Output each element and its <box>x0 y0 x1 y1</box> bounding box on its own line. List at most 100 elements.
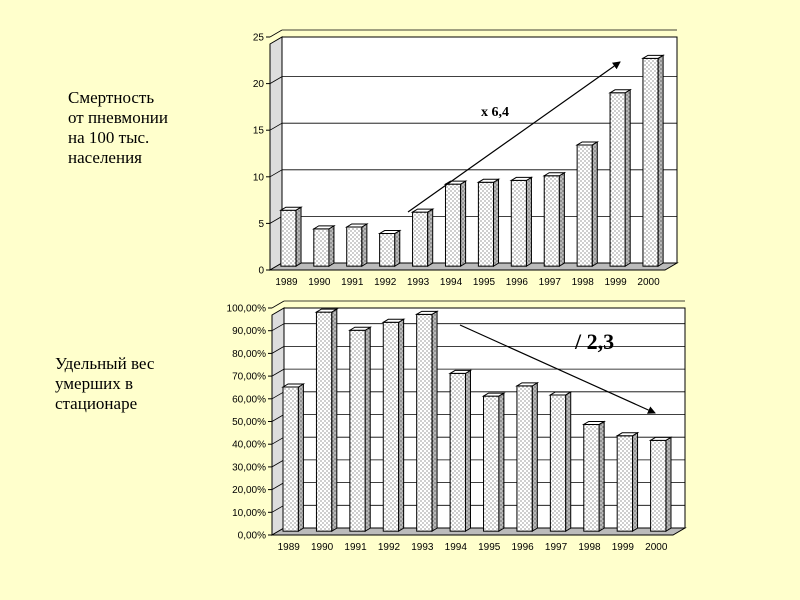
c2-bar-front <box>449 372 466 532</box>
c1-xtick-label: 1998 <box>572 277 595 288</box>
c2-ytick-label: 70,00% <box>232 372 266 383</box>
c1-bar-side <box>624 88 631 268</box>
c1-xtick-label: 1989 <box>275 277 298 288</box>
c1-bar-front <box>543 175 560 267</box>
chart2-description-label: Удельный вес умерших в стационаре <box>55 354 155 413</box>
c2-bar-side <box>464 369 471 533</box>
c2-ytick-label: 0,00% <box>238 531 266 542</box>
c1-xtick-label: 1990 <box>308 277 331 288</box>
c2-bar-1996 <box>515 381 540 533</box>
c2-xtick-label: 1992 <box>378 542 401 553</box>
c1-bar-top <box>311 225 336 230</box>
c1-bar-front <box>346 226 363 267</box>
c2-bar-1989 <box>281 383 306 533</box>
c2-xtick-label: 1995 <box>478 542 501 553</box>
c2-bar-front <box>282 386 299 532</box>
c2-side-wall <box>271 307 285 536</box>
mortality-bar-chart: 0 5 10 15 20 25 1989 1990 1991 1992 1993 1994 1995 19… <box>253 29 679 288</box>
c2-bar-top <box>448 369 473 374</box>
c1-bar-top <box>279 206 303 211</box>
c2-xtick-label: 1997 <box>545 542 568 553</box>
c2-ytick-label: 50,00% <box>232 417 266 428</box>
c1-trend-annotation: x 6,4 <box>481 105 509 120</box>
c2-bar-top <box>281 383 306 388</box>
c1-bar-side <box>295 206 302 268</box>
c2-bar-front <box>349 329 366 532</box>
c1-bar-front <box>280 209 297 267</box>
c2-xtick-label: 1989 <box>278 542 301 553</box>
c1-bar-1999 <box>608 88 633 268</box>
c2-bar-front <box>315 311 333 532</box>
c2-bar-front <box>516 385 533 532</box>
c1-bar-front <box>477 181 495 267</box>
c1-bar-side <box>558 171 565 268</box>
c2-bar-side <box>431 310 438 533</box>
c2-gridline-side <box>271 414 285 422</box>
c2-bar-side <box>598 420 605 533</box>
c1-xtick-label: 1995 <box>473 277 496 288</box>
c2-bar-1990 <box>314 308 339 533</box>
c2-bar-1995 <box>481 392 506 533</box>
c2-bar-1992 <box>381 318 406 533</box>
c1-xtick-label: 2000 <box>637 277 660 288</box>
c2-bar-side <box>632 431 639 533</box>
c1-side-wall <box>269 36 283 271</box>
c2-bar-front <box>416 313 433 532</box>
c1-bar-side <box>328 224 335 268</box>
c1-bar-1990 <box>311 224 336 268</box>
c2-gridline-side <box>271 368 285 377</box>
c1-bar-side <box>361 223 368 268</box>
c2-trend-arrow <box>459 324 656 414</box>
c1-ytick-label: 0 <box>258 266 264 277</box>
c1-bar-side <box>591 141 598 268</box>
c1-bar-front <box>609 92 626 267</box>
c2-bar-top <box>481 392 506 397</box>
c2-bar-top <box>648 436 673 441</box>
c2-bar-front <box>483 395 500 532</box>
c2-bar-top <box>515 382 540 387</box>
c2-bar-top <box>581 420 606 425</box>
c1-xtick-label: 1997 <box>539 277 562 288</box>
c2-bar-top <box>414 310 439 315</box>
c2-bar-side <box>297 383 304 533</box>
c1-bar-top <box>509 176 534 181</box>
c2-ytick-label: 10,00% <box>232 508 266 519</box>
c2-gridline-side <box>271 346 285 354</box>
c2-bar-top <box>348 326 373 331</box>
c2-xtick-label: 1993 <box>411 542 434 553</box>
c2-bar-1991 <box>348 326 373 533</box>
c1-ytick-label: 10 <box>253 172 265 183</box>
c2-xtick-label: 1998 <box>578 542 601 553</box>
c2-bar-side <box>531 381 538 533</box>
c1-bar-side <box>394 229 401 268</box>
c2-gridline-side <box>271 323 285 332</box>
c2-bar-1998 <box>581 420 606 533</box>
c2-xtick-label: 1990 <box>311 542 334 553</box>
c2-bar-side <box>364 326 371 533</box>
c1-gridline-side <box>269 216 283 224</box>
c2-bar-front <box>382 321 400 532</box>
c1-ytick-label: 20 <box>253 79 265 90</box>
c1-bar-side <box>525 176 532 268</box>
c1-bar-side <box>657 54 664 268</box>
c2-bar-front <box>616 435 634 532</box>
c2-xtick-label: 1996 <box>512 542 535 553</box>
c1-bar-top <box>476 178 501 183</box>
c2-bar-2000 <box>648 436 673 533</box>
c2-gridline-side <box>271 482 285 490</box>
c1-bar-top <box>608 89 633 94</box>
c2-gridline-side <box>271 459 285 468</box>
c2-gridline-side <box>271 504 285 513</box>
c2-bar-side <box>498 392 505 533</box>
c2-bar-top <box>314 308 339 313</box>
hospital-share-bar-chart: 0,00% 10,00% 20,00% 30,00% 40,00% 50,00% 60,00… <box>227 300 687 553</box>
c1-bar-1997 <box>542 171 567 268</box>
c1-gridline-side <box>269 29 283 38</box>
c2-ytick-label: 40,00% <box>232 440 266 451</box>
c1-bar-1998 <box>575 141 600 268</box>
c2-bar-front <box>549 394 567 532</box>
c1-bar-front <box>642 57 659 267</box>
c1-bar-1995 <box>476 178 501 268</box>
c2-trend-annotation: / 2,3 <box>574 329 614 354</box>
